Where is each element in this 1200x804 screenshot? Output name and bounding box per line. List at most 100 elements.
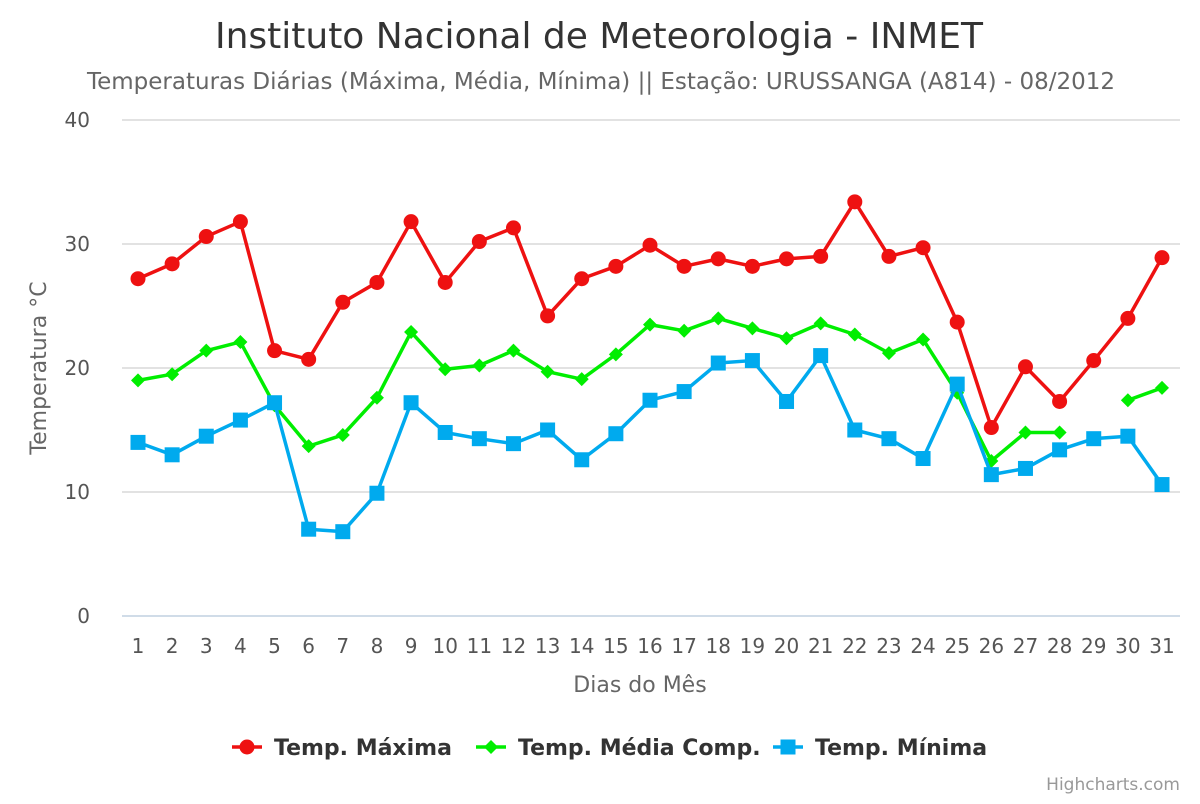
series-min-point[interactable] [1154, 477, 1170, 493]
series-mean-point[interactable] [131, 373, 145, 388]
series-min-point[interactable] [540, 422, 556, 438]
series-max-point[interactable] [949, 314, 965, 330]
series-min-point[interactable] [267, 395, 283, 411]
series-max-point[interactable] [1086, 353, 1102, 369]
series-max-point[interactable] [164, 256, 180, 272]
x-tick-label: 26 [979, 634, 1004, 658]
legend[interactable]: Temp. Máxima Temp. Média Comp. Temp. Mínim… [232, 736, 987, 761]
legend-item-min[interactable]: Temp. Mínima [773, 736, 987, 761]
series-min-point[interactable] [1052, 442, 1068, 458]
series-mean-point[interactable] [916, 332, 931, 347]
series-mean-point[interactable] [711, 311, 726, 326]
series-min-point[interactable] [608, 426, 624, 442]
legend-marker-point [484, 740, 498, 754]
series-min-point[interactable] [813, 348, 829, 364]
series-min-point[interactable] [574, 452, 590, 468]
series-max-point[interactable] [505, 220, 521, 236]
series-max-point[interactable] [881, 248, 897, 264]
series-mean-point[interactable] [881, 346, 896, 361]
series-max-point[interactable] [813, 248, 829, 264]
series-mean-point[interactable] [301, 439, 316, 454]
series-mean-point[interactable] [472, 358, 487, 373]
series-min-point[interactable] [198, 428, 214, 444]
series-mean-point[interactable] [438, 362, 453, 377]
series-min-point[interactable] [232, 412, 248, 428]
series-max-point[interactable] [1052, 393, 1068, 409]
series-max-point[interactable] [676, 258, 692, 274]
series-min-point[interactable] [471, 431, 487, 447]
legend-item-max[interactable]: Temp. Máxima [232, 736, 452, 761]
credits-link[interactable]: Highcharts.com [1046, 775, 1180, 795]
series-mean-point[interactable] [1018, 425, 1033, 440]
series-min-point[interactable] [744, 353, 760, 369]
x-tick-label: 8 [371, 634, 384, 658]
series-min-point[interactable] [130, 434, 146, 450]
series-min-point[interactable] [983, 467, 999, 483]
series-min-point[interactable] [369, 485, 385, 501]
series-min-point[interactable] [779, 393, 795, 409]
series-min-point[interactable] [505, 436, 521, 452]
series-max-point[interactable] [744, 258, 760, 274]
series-mean-point[interactable] [404, 325, 419, 340]
series-min-point[interactable] [301, 521, 317, 537]
series-max-point[interactable] [130, 271, 146, 287]
series-max-point[interactable] [710, 251, 726, 267]
series-mean-point[interactable] [813, 316, 828, 331]
series-min-point[interactable] [403, 395, 419, 411]
x-tick-label: 5 [268, 634, 281, 658]
series-min-point[interactable] [1017, 460, 1033, 476]
series-min-point[interactable] [642, 392, 658, 408]
series-max-point[interactable] [267, 343, 283, 359]
series-max-point[interactable] [1017, 359, 1033, 375]
series-max-point[interactable] [574, 271, 590, 287]
series-max-point[interactable] [983, 420, 999, 436]
series-min-point[interactable] [949, 376, 965, 392]
series-mean-point[interactable] [1120, 393, 1135, 408]
series-min-point[interactable] [676, 384, 692, 400]
series-max-point[interactable] [232, 214, 248, 230]
series-max-point[interactable] [301, 351, 317, 367]
series-mean-point[interactable] [369, 390, 384, 405]
series-mean-point[interactable] [745, 321, 760, 336]
series-mean-point[interactable] [574, 372, 589, 387]
series-mean-point[interactable] [165, 367, 180, 382]
series-mean-point[interactable] [643, 317, 657, 332]
series-min-point[interactable] [164, 447, 180, 463]
series-mean-point[interactable] [233, 334, 248, 349]
series-min-point[interactable] [915, 451, 931, 467]
series-min-point[interactable] [847, 422, 863, 438]
series-max-point[interactable] [915, 240, 931, 256]
series-max-point[interactable] [847, 194, 863, 210]
series-max-point[interactable] [403, 214, 419, 230]
series-min-point[interactable] [437, 424, 453, 440]
legend-label: Temp. Mínima [815, 736, 987, 761]
series-max-point[interactable] [642, 237, 658, 253]
series-mean-point[interactable] [608, 347, 623, 362]
series-max-point[interactable] [471, 234, 487, 250]
series-max-point[interactable] [335, 294, 351, 310]
series-max-point[interactable] [369, 274, 385, 290]
series-min-point[interactable] [710, 355, 726, 371]
series-max-point[interactable] [608, 258, 624, 274]
series-max-point[interactable] [1154, 250, 1170, 266]
series-mean-point[interactable] [677, 323, 692, 338]
series-mean-point[interactable] [335, 427, 350, 442]
series-mean-point[interactable] [1052, 425, 1067, 440]
series-max-point[interactable] [779, 251, 795, 267]
series-min-point[interactable] [1086, 431, 1102, 447]
series-min-point[interactable] [1120, 428, 1136, 444]
series-mean-point[interactable] [847, 327, 862, 342]
series-mean-point[interactable] [1155, 380, 1169, 395]
series-max-point[interactable] [198, 229, 214, 245]
series-min-line [136, 353, 1164, 534]
series-max-point[interactable] [1120, 310, 1136, 326]
series-mean-point[interactable] [506, 343, 521, 358]
series-mean-point[interactable] [199, 343, 214, 358]
series-max-point[interactable] [540, 308, 556, 324]
series-min-point[interactable] [881, 431, 897, 447]
series-max-point[interactable] [437, 274, 453, 290]
series-mean-point[interactable] [779, 331, 794, 346]
series-min-point[interactable] [335, 524, 351, 540]
series-mean-point[interactable] [540, 364, 555, 379]
legend-item-mean[interactable]: Temp. Média Comp. [476, 736, 761, 761]
